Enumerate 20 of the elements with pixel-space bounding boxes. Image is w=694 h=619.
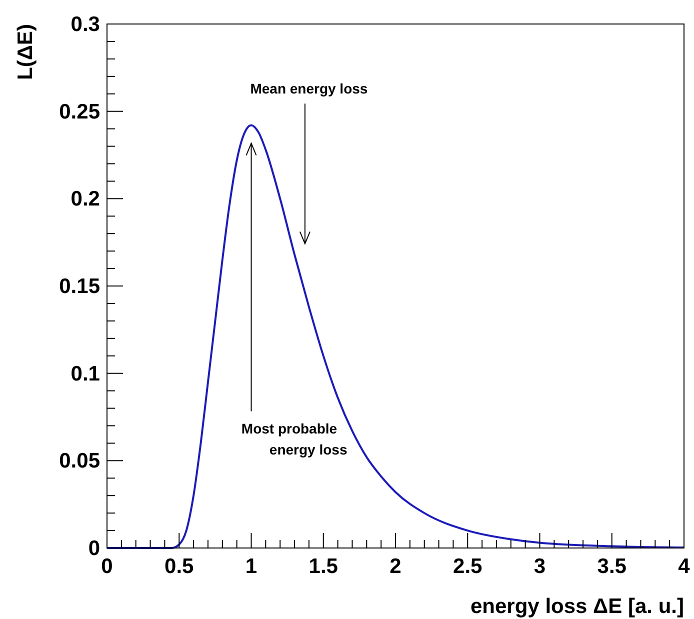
- y-tick-label: 0.15: [59, 275, 100, 298]
- y-tick-label: 0.25: [59, 100, 100, 124]
- annotation: Mean energy loss: [250, 80, 368, 97]
- y-tick-label: 0.1: [70, 362, 100, 386]
- y-axis-title: L(ΔE): [14, 24, 37, 80]
- x-tick-label: 2: [390, 555, 402, 578]
- line-series: [106, 124, 685, 549]
- x-axis-title: energy loss ΔE [a. u.]: [470, 595, 684, 618]
- x-tick-label: 3: [534, 555, 546, 578]
- x-tick-label: 3.5: [597, 555, 627, 578]
- x-tick-label: 1: [245, 555, 258, 578]
- y-tick-label: 0.3: [70, 13, 100, 36]
- annotation: Most probable energy loss: [241, 420, 348, 458]
- x-tick-label: 0.5: [164, 555, 194, 578]
- y-tick-label: 0.05: [59, 450, 100, 473]
- x-tick-label: 2.5: [453, 555, 483, 578]
- y-tick-label: 0: [88, 537, 100, 560]
- y-tick-label: 0.2: [70, 188, 100, 211]
- x-tick-label: 4: [678, 555, 690, 578]
- x-tick-label: 1.5: [308, 555, 338, 578]
